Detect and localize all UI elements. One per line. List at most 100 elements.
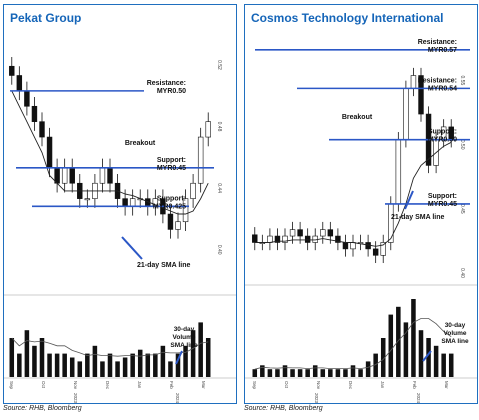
candle-body — [304, 235, 311, 243]
sma-arrow — [404, 190, 414, 210]
candle-body — [252, 234, 258, 243]
volume-bar — [54, 353, 60, 377]
level-value: MYR0.57 — [428, 47, 457, 54]
level-value: MYR0.54 — [428, 85, 457, 92]
volume-bar — [39, 338, 45, 377]
candle-body — [350, 242, 356, 250]
volume-bar — [198, 322, 203, 377]
volume-bar — [9, 338, 15, 377]
level-label: Resistance: — [418, 39, 457, 46]
volume-bar — [380, 338, 386, 377]
pekat-chart-panel: Pekat Group 0.52 0.48 0.44 0.40 Resistance: M… — [3, 4, 237, 404]
x-tick-label: Oct — [284, 381, 289, 389]
volume-bar — [205, 338, 211, 377]
volume-bar — [252, 369, 258, 377]
volume-bar — [335, 369, 341, 377]
candle-body — [122, 198, 128, 207]
y-tick-label: 0.52 — [216, 60, 222, 70]
volume-bar — [297, 369, 303, 377]
x-tick-label: Oct — [41, 381, 46, 389]
volume-bar — [190, 330, 196, 377]
candle-body — [197, 136, 204, 184]
volume-bar — [282, 365, 288, 377]
year-label: 2023 — [314, 393, 319, 404]
volume-bar — [17, 353, 22, 377]
level-value: MYR0.50 — [428, 137, 457, 144]
level-value: MYR0.45 — [157, 165, 186, 172]
y-tick-label: 0.40 — [459, 268, 465, 278]
source-note: Source: RHB, Bloomberg — [244, 405, 323, 412]
sma-21-line — [11, 90, 209, 215]
volume-bar — [175, 353, 181, 377]
level-label: Resistance: — [147, 80, 186, 87]
volume-bar — [312, 365, 318, 377]
volume-bar — [115, 361, 120, 377]
volume-sma-line — [254, 318, 452, 370]
volume-arrow — [175, 350, 183, 365]
breakout-label: Breakout — [342, 114, 373, 121]
volume-bar — [168, 361, 173, 377]
pekat-chart-svg: 0.52 0.48 0.44 0.40 Resistance:MYR0.50 Suppor… — [4, 57, 236, 404]
volume-bar — [62, 353, 67, 377]
volume-bar — [305, 369, 310, 377]
candle-body — [395, 139, 402, 205]
level-label: Support: — [157, 195, 186, 202]
volume-bar — [448, 353, 454, 377]
candle-body — [205, 121, 211, 138]
candle-body — [16, 75, 23, 92]
volume-bar — [69, 357, 75, 377]
level-label: Support: — [428, 129, 457, 136]
candle-body — [297, 229, 303, 237]
x-tick-label: Nov — [316, 381, 321, 390]
year-label: 2024 — [416, 393, 421, 404]
y-tick-label: 0.45 — [459, 204, 465, 214]
year-label: 2023 — [73, 393, 78, 404]
volume-sma-line — [11, 337, 209, 357]
volume-arrow — [422, 350, 432, 362]
volume-sma-label: 30-day — [174, 326, 195, 333]
volume-bar — [275, 369, 280, 377]
volume-sma-label: Volume — [173, 334, 196, 341]
x-tick-label: Nov — [73, 381, 78, 390]
volume-bar — [153, 353, 158, 377]
x-tick-label: Feb — [169, 381, 174, 389]
sma-label: 21-day SMA line — [137, 262, 191, 269]
level-value: MYR0.45 — [428, 201, 457, 208]
volume-bar — [183, 345, 188, 377]
candle-body — [61, 167, 68, 184]
volume-bar — [107, 353, 113, 377]
volume-bar — [290, 369, 295, 377]
candle-body — [380, 242, 386, 256]
level-label: Resistance: — [418, 77, 457, 84]
volume-bar — [343, 369, 348, 377]
candle-body — [372, 248, 379, 256]
volume-bar — [160, 345, 166, 377]
volume-bar — [411, 299, 416, 377]
candle-body — [84, 198, 91, 201]
sma-21-line — [254, 141, 452, 247]
x-tick-label: Dec — [348, 381, 353, 390]
volume-bar — [137, 349, 143, 377]
pekat-plot: 0.52 0.48 0.44 0.40 Resistance: MYR0.50 Suppor… — [4, 31, 236, 404]
year-label: 2024 — [175, 393, 180, 404]
y-tick-label: 0.40 — [216, 245, 222, 255]
sma-label: 21-day SMA line — [391, 214, 445, 221]
candle-body — [403, 88, 409, 141]
candle-body — [31, 105, 38, 122]
candle-body — [342, 242, 349, 250]
candle-body — [167, 213, 174, 230]
cosmos-plot: 0.55 0.50 0.45 0.40 Resistance: MYR0.57 Resist… — [245, 31, 477, 404]
level-label: Support: — [157, 157, 186, 164]
volume-bar — [100, 361, 105, 377]
x-tick-label: Sep — [9, 381, 14, 390]
volume-bar — [396, 306, 401, 377]
volume-sma-label: Volume — [444, 330, 467, 337]
cosmos-chart-panel: Cosmos Technology International 0.55 0.50… — [244, 4, 478, 404]
volume-bar — [85, 353, 90, 377]
volume-bar — [92, 345, 98, 377]
candle-body — [274, 235, 281, 243]
candle-body — [388, 203, 394, 243]
breakout-label: Breakout — [125, 140, 156, 147]
candle-body — [182, 198, 189, 223]
volume-sma-label: 30-day — [445, 322, 466, 329]
